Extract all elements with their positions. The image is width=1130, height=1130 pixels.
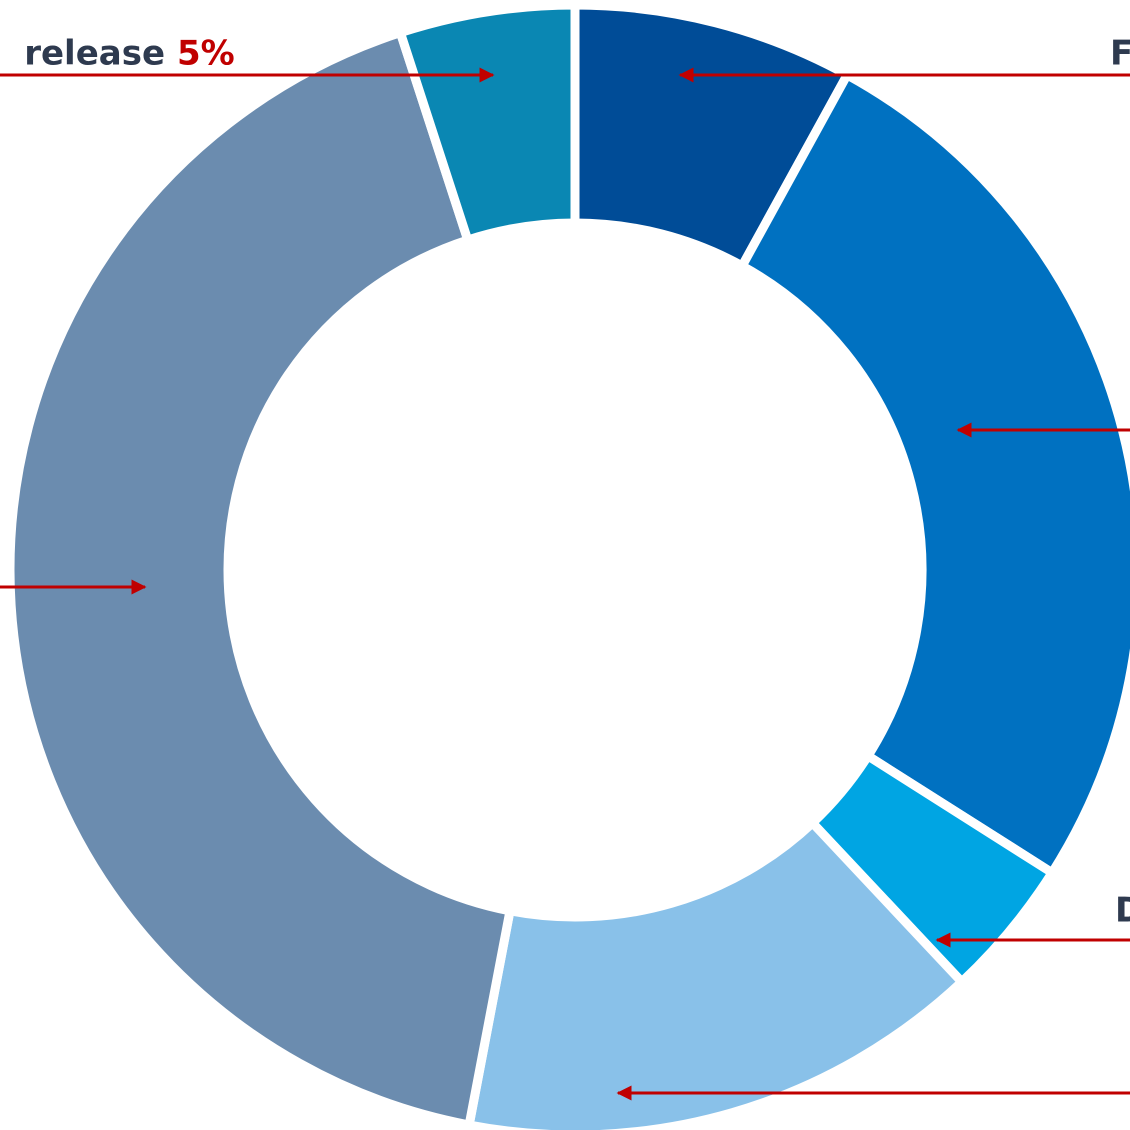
category-label: F [1110,34,1130,74]
category-label: D [1115,891,1130,931]
slice [5,26,516,1130]
value-label: 5% [177,34,235,74]
slices [5,0,1130,1130]
slice [736,68,1130,879]
slice [463,816,969,1130]
leader-lines [0,67,1130,1101]
slice [394,0,580,246]
category-label: release [24,34,165,74]
